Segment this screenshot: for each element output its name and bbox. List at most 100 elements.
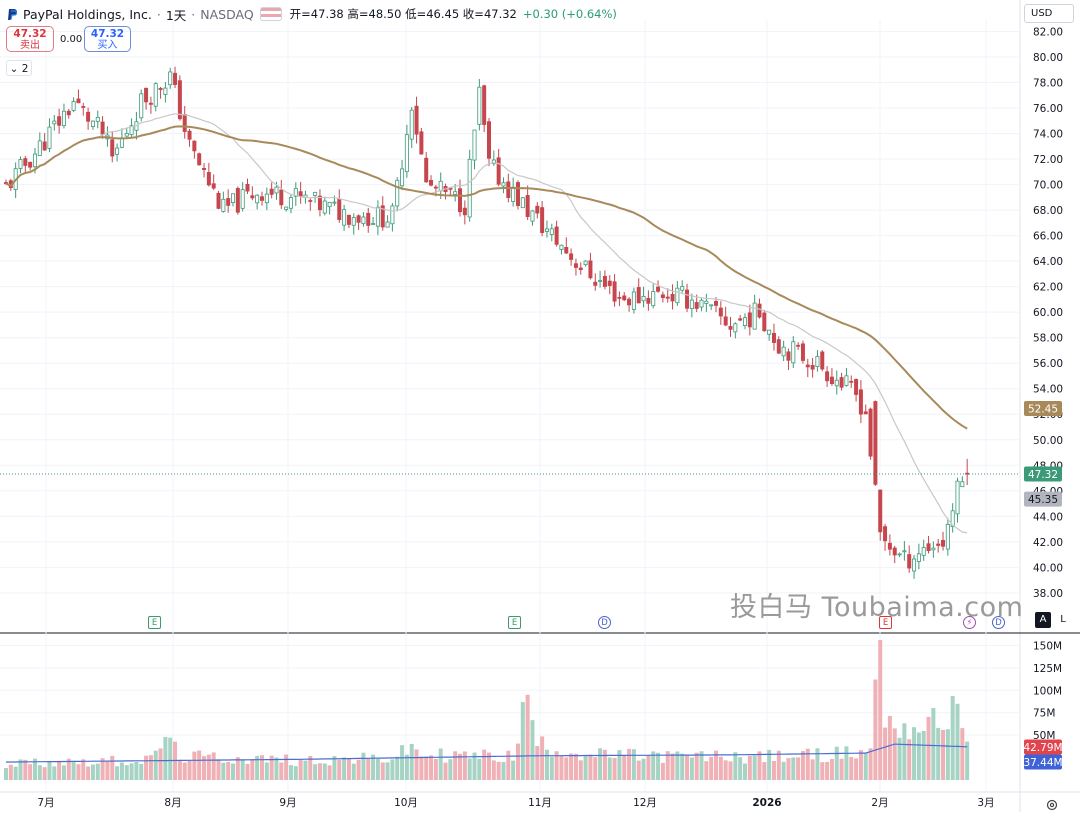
ohlc-values: 开=47.38 高=48.50 低=46.45 收=47.32 [289,7,517,21]
candle-body [366,212,371,226]
volume-bar [284,754,289,780]
candle-body [250,195,255,199]
candle-body [182,114,187,132]
candle-body [742,317,747,326]
gear-icon[interactable] [1046,796,1058,811]
currency-button[interactable]: USD [1024,4,1074,23]
candle-body [433,186,438,189]
candle-body [578,267,583,271]
candle-body [139,93,144,119]
volume-bar [651,751,656,780]
candle-body [873,401,878,485]
candle-body [231,193,236,204]
volume-bar [694,752,699,780]
candle-body [148,102,153,105]
buy-button[interactable]: 47.32 买入 [84,26,131,52]
candle-body [192,140,197,152]
earnings-event-icon[interactable]: E [508,616,521,629]
volume-bar [255,755,260,780]
candle-body [37,140,42,156]
volume-bars [4,640,970,780]
candle-body [805,364,810,368]
candle-body [714,301,719,306]
time-axis[interactable]: 7月 8月 9月 10月 11月 12月 2026 2月 3月 [0,791,1080,809]
volume-tag: 42.79M [1023,742,1062,754]
candle-body [380,205,385,228]
price-tags: 52.45 47.32 45.35 42.79M 37.44M [1023,401,1063,770]
candle-body [506,181,511,198]
volume-bar [477,758,482,780]
volume-bar [342,757,347,780]
company-name: PayPal Holdings, Inc. [23,6,152,22]
dividend-event-icon[interactable]: D [598,616,611,629]
candle-body [660,294,665,299]
volume-bar [322,763,327,780]
volume-bar [665,751,670,780]
candle-body [332,201,337,204]
volume-bar [134,761,139,780]
candle-body [912,558,917,572]
volume-axis[interactable]: 150M 125M 100M 75M 50M [1033,640,1062,742]
volume-bar [675,751,680,780]
candle-body [631,291,636,310]
log-scale-button[interactable]: L [1060,614,1066,625]
volume-bar [549,756,554,780]
volume-bar [776,750,781,780]
volume-bar [491,760,496,780]
indicators-toggle[interactable]: ⌄ 2 [6,60,32,76]
volume-bar [177,759,182,780]
candle-body [583,260,588,266]
candle-body [936,543,941,546]
candle-body [18,159,23,169]
volume-bar [115,766,120,780]
price-axis[interactable]: 82.00 80.00 78.00 76.00 74.00 72.00 70.00 68.00… [1033,26,1063,599]
earnings-event-icon[interactable]: E [879,616,892,629]
split-event-icon[interactable]: ⚡ [963,616,976,629]
candle-body [206,172,211,186]
sell-button[interactable]: 47.32 卖出 [6,26,54,52]
candle-body [825,371,830,382]
candle-body [453,191,458,195]
volume-bar [144,755,149,780]
candle-body [960,481,965,488]
volume-bar [781,761,786,780]
symbol-header[interactable]: PayPal Holdings, Inc. · 1天 · NASDAQ 开=47… [6,4,617,24]
volume-bar [607,757,612,780]
candle-body [704,300,709,304]
dividend-event-icon[interactable]: D [992,616,1005,629]
volume-bar [815,748,820,780]
interval-label[interactable]: 1天 [165,7,187,23]
candle-body [810,364,815,370]
candle-body [757,303,762,318]
volume-bar [805,748,810,780]
volume-bar [723,760,728,780]
candle-body [269,188,274,195]
volume-bar [747,755,752,780]
volume-bar [820,762,825,780]
volume-bar [57,760,62,780]
volume-bar [424,756,429,780]
candle-body [685,289,690,309]
price-tick-label: 60.00 [1033,307,1063,319]
candle-body [709,304,714,307]
volume-bar [37,765,42,780]
time-tick-label: 2月 [871,797,888,809]
candle-body [153,83,158,107]
volume-bar [902,723,907,780]
earnings-event-icon[interactable]: E [148,616,161,629]
auto-scale-button[interactable]: A [1035,612,1051,628]
volume-bar [429,755,434,780]
volume-tick-label: 125M [1033,663,1062,675]
price-tick-label: 78.00 [1033,78,1063,90]
volume-bar [458,753,463,780]
volume-bar [960,728,965,780]
volume-bar [472,752,477,780]
price-tick-label: 68.00 [1033,205,1063,217]
volume-bar [81,759,86,780]
candle-body [752,302,757,330]
watermark: 投白马 Toubaima.com [730,592,1024,623]
volume-bar [197,750,202,780]
volume-bar [800,751,805,780]
volume-bar [448,759,453,780]
